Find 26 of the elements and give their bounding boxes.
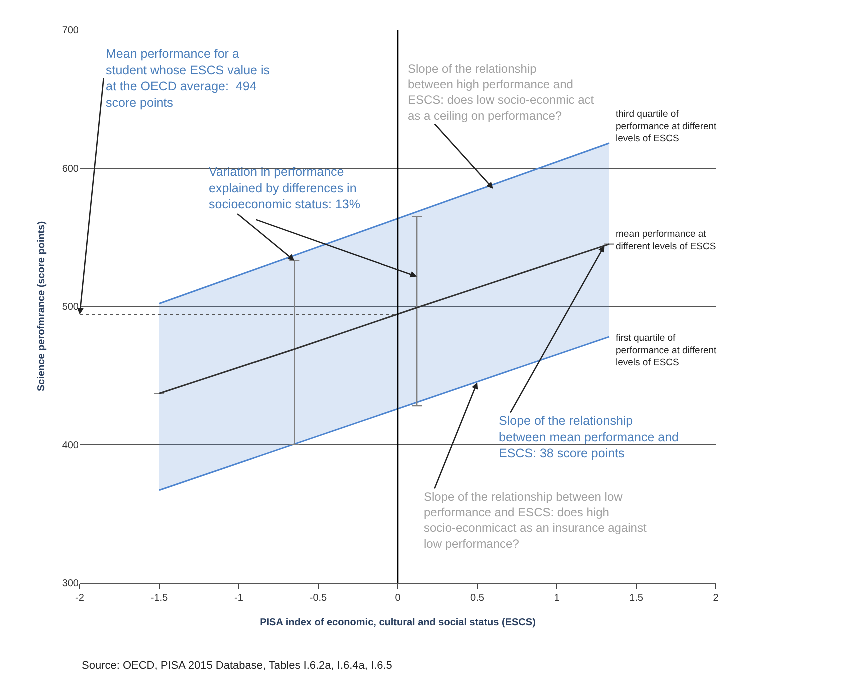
x-tick-label: 2 [713,593,720,604]
annotation: mean performance at different levels of ESCS [616,229,716,252]
annotation: third quartile of performance at different levels of ESCS [616,109,718,145]
x-tick-label: 0.5 [470,593,485,604]
annotation: Variation in performance explained by differences in socioeconomic status: 13% [209,165,360,212]
x-tick-label: -1.5 [150,593,169,604]
annotation: Slope of the relationship between high performance and ESCS: does low socio-econmic act as a ceiling on performance? [408,62,595,123]
y-tick-label: 300 [62,578,80,590]
x-tick-label: -1 [234,593,244,604]
x-tick-label: 0 [395,593,402,604]
source-note: Source: OECD, PISA 2015 Database, Tables I.6.2a, I.6.4a, I.6.5 [82,660,392,672]
annotation: first quartile of performance at different levels of ESCS [616,333,718,369]
x-axis-title: PISA index of economic, cultural and social status (ESCS) [260,618,536,628]
annotation: Slope of the relationship between mean performance and ESCS: 38 score points [499,414,680,460]
y-tick-label: 600 [62,164,80,175]
y-axis-title: Science perofmrance (score points) [36,221,48,392]
x-tick-label: 1.5 [630,593,644,604]
line-series [158,244,610,394]
y-tick-label: 400 [62,440,80,452]
x-tick-label: -2 [76,593,85,604]
y-tick-label: 700 [62,26,80,36]
x-tick-label: 1 [554,593,560,604]
y-tick-label: 500 [62,302,80,313]
annotation: Mean performance for a student whose ESCS value is at the OECD average: 494 score points [106,47,270,110]
annotation: Slope of the relationship between low performance and ESCS: does high socio-econmicact as an insurance against low performance? [424,490,648,551]
x-tick-label: -0.5 [310,593,328,604]
